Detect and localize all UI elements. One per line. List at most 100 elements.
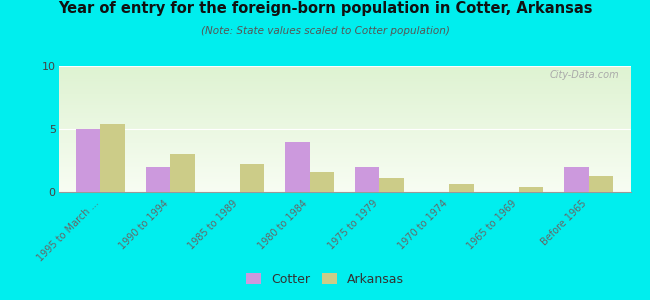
Bar [58,67,630,68]
Bar [58,111,630,112]
Text: 1995 to March ...: 1995 to March ... [35,198,100,263]
Bar [58,160,630,162]
Bar [58,96,630,98]
Bar [58,127,630,128]
Bar [58,184,630,186]
Bar [58,116,630,118]
Bar [58,104,630,105]
Bar [58,167,630,168]
Bar [58,118,630,119]
Bar [58,89,630,90]
Bar [355,167,380,192]
Bar [58,164,630,166]
Bar [58,153,630,154]
Bar [58,168,630,169]
Text: Year of entry for the foreign-born population in Cotter, Arkansas: Year of entry for the foreign-born popul… [58,2,592,16]
Bar [58,143,630,144]
Bar [58,138,630,139]
Bar [58,155,630,157]
Bar [58,183,630,184]
Bar [76,129,100,192]
Bar [58,123,630,124]
Bar [58,152,630,153]
Bar [58,128,630,129]
Bar [58,94,630,95]
Bar [58,95,630,96]
Bar [58,166,630,167]
Bar [58,66,630,67]
Bar [58,100,630,101]
Bar [58,146,630,147]
Bar [58,130,630,131]
Bar [58,182,630,183]
Bar [58,87,630,89]
Bar [58,172,630,173]
Bar [58,110,630,111]
Bar [58,147,630,148]
Bar [58,139,630,140]
Bar [58,176,630,177]
Bar [240,164,265,192]
Bar [58,86,630,87]
Bar [58,173,630,174]
Bar [58,103,630,104]
Text: 1975 to 1979: 1975 to 1979 [326,198,380,251]
Bar [58,129,630,130]
Bar [58,98,630,99]
Bar [58,120,630,122]
Bar [58,77,630,79]
Bar [58,91,630,92]
Bar [146,167,170,192]
Bar [58,158,630,159]
Bar [58,162,630,163]
Bar [58,75,630,76]
Bar [58,163,630,164]
Bar [58,159,630,160]
Bar [100,124,125,192]
Bar [58,68,630,70]
Bar [58,148,630,149]
Text: 1965 to 1969: 1965 to 1969 [466,198,519,251]
Text: 1970 to 1974: 1970 to 1974 [396,198,449,251]
Text: 1985 to 1989: 1985 to 1989 [187,198,240,251]
Text: 1980 to 1984: 1980 to 1984 [257,198,309,251]
Bar [58,71,630,72]
Bar [58,187,630,188]
Bar [58,105,630,106]
Bar [58,177,630,178]
Bar [58,122,630,123]
Bar [58,191,630,192]
Bar [58,124,630,125]
Bar [58,90,630,91]
Bar [58,109,630,110]
Bar [58,82,630,84]
Bar [58,114,630,115]
Bar [58,99,630,100]
Bar [170,154,194,192]
Bar [58,181,630,182]
Bar [58,112,630,114]
Bar [58,115,630,116]
Bar [58,85,630,86]
Bar [58,154,630,155]
Bar [58,70,630,71]
Bar [58,157,630,158]
Bar [58,171,630,172]
Bar [58,179,630,181]
Text: Before 1965: Before 1965 [540,198,589,247]
Bar [58,140,630,142]
Bar [285,142,309,192]
Bar [58,144,630,146]
Bar [58,76,630,77]
Bar [58,190,630,191]
Bar [58,79,630,80]
Bar [58,150,630,152]
Bar [449,184,474,192]
Bar [58,131,630,133]
Bar [58,108,630,109]
Bar [519,187,543,192]
Bar [58,136,630,138]
Bar [309,172,334,192]
Bar [58,101,630,103]
Bar [58,81,630,82]
